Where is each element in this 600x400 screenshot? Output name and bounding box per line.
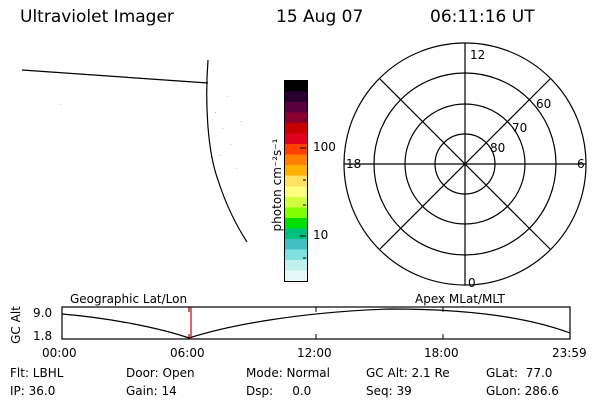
map-limb-curve	[206, 59, 248, 243]
status-door: Door: Open	[126, 366, 195, 380]
orbit-y-min: 1.8	[33, 329, 53, 343]
polar-label-18: 18	[346, 157, 362, 171]
map-noise-dots	[60, 96, 242, 169]
polar-label-0: 0	[468, 276, 476, 290]
status-ip: IP: 36.0	[10, 384, 56, 398]
status-glon: GLon: 286.6	[486, 384, 559, 398]
polar-label-12: 12	[470, 48, 486, 62]
orbit-altitude-curve	[61, 308, 571, 339]
orbit-left-title: Geographic Lat/Lon	[70, 292, 188, 306]
status-mode: Mode: Normal	[246, 366, 330, 380]
orbit-x-tick-3: 18:00	[424, 346, 459, 360]
date-label: 15 Aug 07	[276, 7, 364, 27]
orbit-x-tick-1: 06:00	[170, 346, 205, 360]
status-seq: Seq: 39	[366, 384, 412, 398]
instrument-title: Ultraviolet Imager	[20, 7, 174, 27]
polar-label-60: 60	[536, 97, 552, 111]
orbit-right-title: Apex MLat/MLT	[415, 292, 505, 306]
colorbar-tick-10: 10	[313, 228, 329, 242]
status-glat: GLat: 77.0	[486, 366, 553, 380]
status-dsp: Dsp: 0.0	[246, 384, 312, 398]
orbit-x-tick-0: 00:00	[42, 346, 77, 360]
polar-label-70: 70	[512, 121, 528, 135]
time-label: 06:11:16 UT	[430, 7, 535, 27]
colorbar	[284, 80, 308, 282]
polar-label-80: 80	[490, 141, 506, 155]
orbit-x-tick-2: 12:00	[297, 346, 332, 360]
colorbar-tick-100: 100	[313, 140, 336, 154]
status-gain: Gain: 14	[126, 384, 177, 398]
map-horizon-line	[21, 69, 209, 84]
orbit-x-tick-4: 23:59	[552, 346, 587, 360]
orbit-y-max: 9.0	[33, 306, 53, 320]
polar-label-6: 6	[577, 157, 585, 171]
status-flt: Flt: LBHL	[10, 366, 64, 380]
status-gc-alt: GC Alt: 2.1 Re	[366, 366, 450, 380]
